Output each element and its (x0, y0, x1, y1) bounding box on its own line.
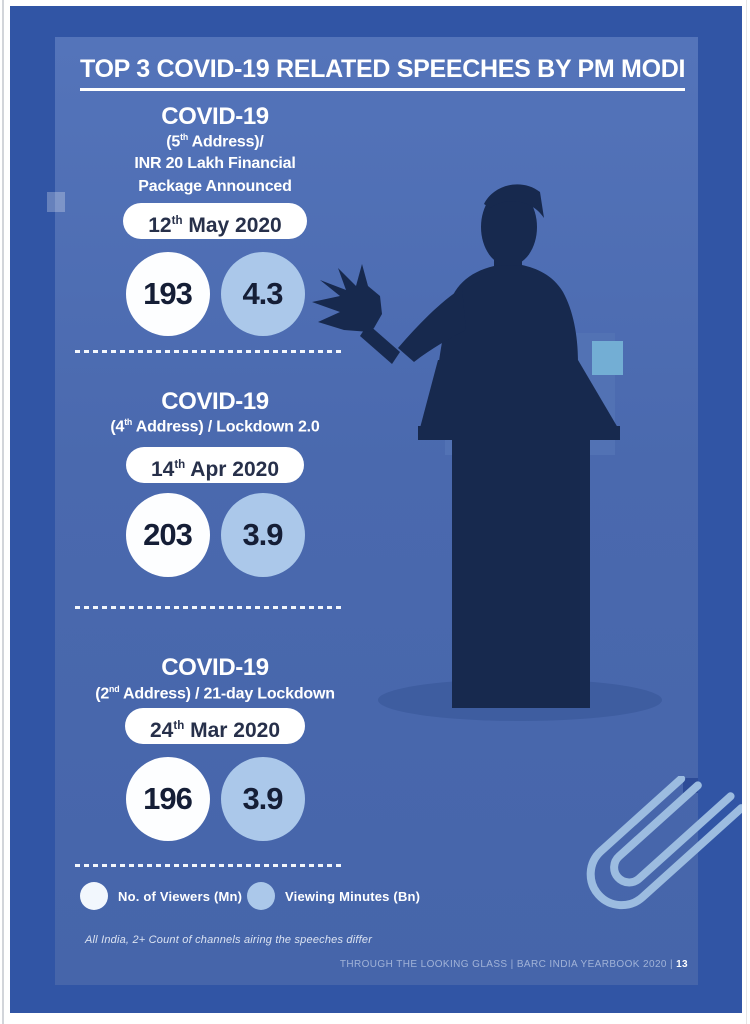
section-divider-1 (75, 350, 345, 353)
viewers-legend-label: No. of Viewers (Mn) (118, 888, 243, 904)
covid-heading-1: COVID-19 (161, 103, 269, 130)
left-edge-line (2, 0, 4, 1024)
address-ordinal: th (124, 417, 133, 427)
accent-square-cyan (592, 341, 623, 375)
viewers-legend-dot-icon (80, 882, 108, 910)
date-day: 12 (148, 214, 172, 237)
detail-line-2: Package Announced (138, 178, 292, 195)
minutes-legend-label: Viewing Minutes (Bn) (285, 888, 421, 904)
date-ordinal: th (173, 720, 185, 732)
date-pill-wrap-3: 24th Mar 2020 (65, 708, 365, 744)
date-pill-wrap-1: 12th May 2020 (65, 203, 365, 239)
footer-page-number: 13 (676, 959, 688, 970)
minutes-circle-2: 3.9 (220, 493, 305, 577)
detail-line-1: INR 20 Lakh Financial (134, 155, 296, 172)
viewers-legend: No. of Viewers (Mn) (80, 882, 242, 910)
viewers-value: 196 (143, 781, 193, 816)
section-divider-3 (75, 864, 345, 867)
date-ordinal: th (174, 459, 186, 471)
address-line-1: (5th Address)/ (65, 132, 365, 151)
page-footer: THROUGH THE LOOKING GLASS | BARC INDIA Y… (340, 959, 688, 970)
address-text-suffix: Address)/ (188, 133, 264, 151)
footnote: All India, 2+ Count of channels airing t… (85, 934, 373, 946)
viewers-circle-1: 193 (125, 252, 210, 336)
address-text: (4 (110, 418, 125, 436)
date-pill-1: 12th May 2020 (123, 203, 307, 239)
section-divider-2 (75, 606, 345, 609)
covid-heading-2: COVID-19 (161, 388, 269, 415)
viewers-circle-3: 196 (125, 757, 210, 841)
address-ordinal: nd (109, 684, 120, 694)
minutes-circle-3: 3.9 (220, 757, 305, 841)
content-panel: TOP 3 COVID-19 RELATED SPEECHES BY PM MO… (55, 37, 698, 985)
date-day: 24 (150, 719, 174, 742)
stats-row-2: 203 3.9 (65, 493, 365, 577)
accent-square-left (47, 192, 65, 212)
address-ordinal: th (180, 132, 189, 142)
address-text: (5 (166, 133, 181, 151)
paperclip-icon (586, 776, 742, 910)
date-rest: Apr 2020 (185, 458, 280, 481)
address-line-2: (4th Address) / Lockdown 2.0 (65, 417, 365, 436)
viewers-value: 203 (143, 517, 193, 552)
minutes-legend-dot-icon (247, 882, 275, 910)
covid-heading-3: COVID-19 (161, 654, 269, 681)
date-pill-2: 14th Apr 2020 (125, 447, 305, 483)
stats-row-1: 193 4.3 (65, 252, 365, 336)
stats-row-3: 196 3.9 (65, 757, 365, 841)
date-day: 14 (150, 458, 175, 481)
speaker-silhouette-graphic (312, 184, 662, 721)
minutes-circle-1: 4.3 (220, 252, 305, 336)
minutes-value: 4.3 (242, 276, 283, 311)
date-ordinal: th (171, 215, 183, 227)
address-text-suffix: Address) / Lockdown 2.0 (132, 418, 320, 436)
page-title: TOP 3 COVID-19 RELATED SPEECHES BY PM MO… (80, 55, 685, 91)
date-pill-3: 24th Mar 2020 (125, 708, 305, 744)
minutes-value: 3.9 (242, 781, 283, 816)
address-line-3: (2nd Address) / 21-day Lockdown (65, 684, 365, 703)
date-rest: May 2020 (182, 214, 282, 237)
address-text: (2 (95, 685, 110, 703)
address-text-suffix: Address) / 21-day Lockdown (119, 685, 335, 703)
right-edge-line (746, 0, 747, 1024)
date-pill-wrap-2: 14th Apr 2020 (65, 447, 365, 483)
minutes-value: 3.9 (242, 517, 283, 552)
viewers-circle-2: 203 (125, 493, 210, 577)
viewers-value: 193 (143, 276, 193, 311)
speaker-body (312, 184, 620, 708)
page-sheet: TOP 3 COVID-19 RELATED SPEECHES BY PM MO… (10, 6, 742, 1013)
date-rest: Mar 2020 (184, 719, 280, 742)
footer-text: THROUGH THE LOOKING GLASS | BARC INDIA Y… (339, 959, 674, 970)
minutes-legend: Viewing Minutes (Bn) (247, 882, 420, 910)
